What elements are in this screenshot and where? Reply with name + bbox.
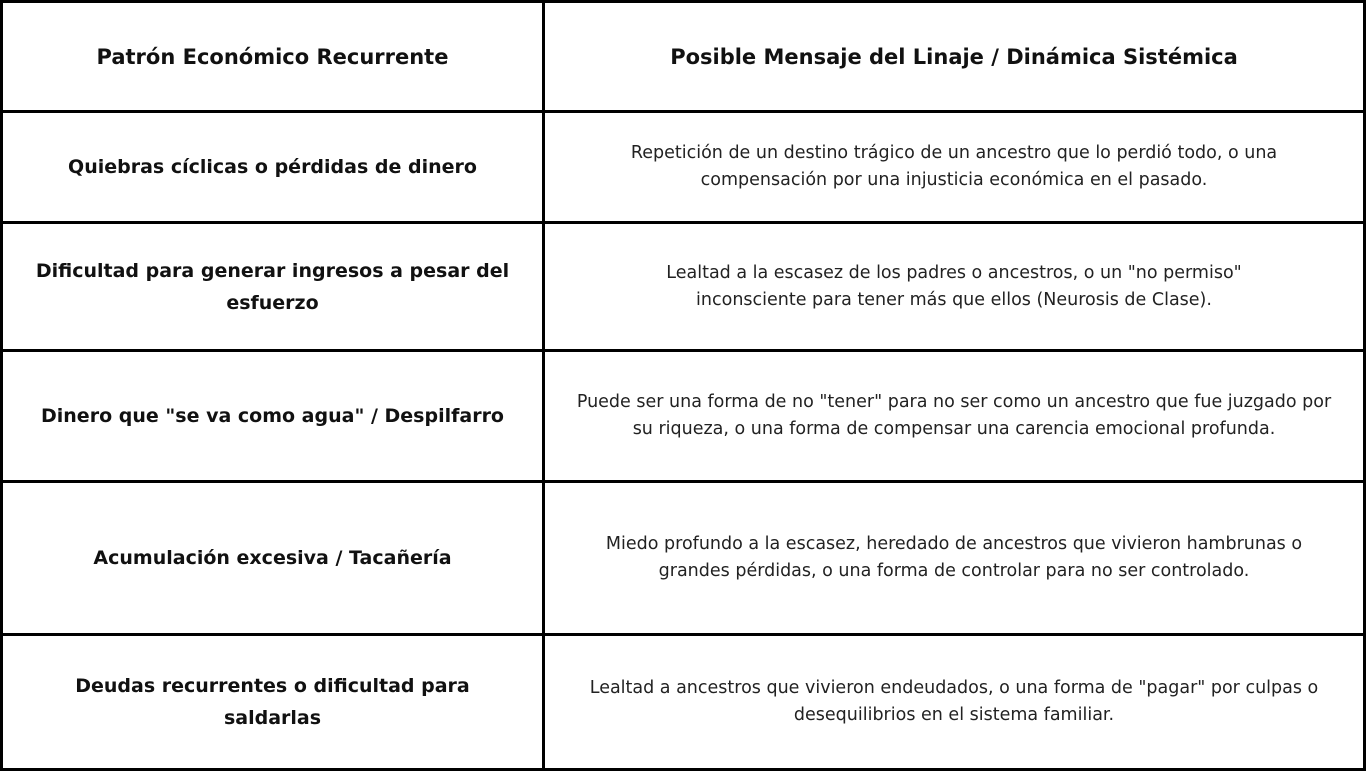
message-cell: Repetición de un destino trágico de un a… xyxy=(542,110,1366,224)
header-pattern: Patrón Económico Recurrente xyxy=(0,0,545,113)
pattern-cell: Acumulación excesiva / Tacañería xyxy=(0,480,545,636)
header-row: Patrón Económico Recurrente Posible Mens… xyxy=(0,0,1366,113)
message-cell: Lealtad a la escasez de los padres o anc… xyxy=(542,221,1366,352)
message-cell: Puede ser una forma de no "tener" para n… xyxy=(542,349,1366,483)
table-row: Dificultad para generar ingresos a pesar… xyxy=(0,221,1366,352)
message-cell: Lealtad a ancestros que vivieron endeuda… xyxy=(542,633,1366,771)
table-row: Dinero que "se va como agua" / Despilfar… xyxy=(0,349,1366,483)
header-message: Posible Mensaje del Linaje / Dinámica Si… xyxy=(542,0,1366,113)
table-row: Deudas recurrentes o dificultad para sal… xyxy=(0,633,1366,771)
table-row: Acumulación excesiva / Tacañería Miedo p… xyxy=(0,480,1366,636)
pattern-cell: Deudas recurrentes o dificultad para sal… xyxy=(0,633,545,771)
pattern-cell: Dificultad para generar ingresos a pesar… xyxy=(0,221,545,352)
pattern-cell: Quiebras cíclicas o pérdidas de dinero xyxy=(0,110,545,224)
table-row: Quiebras cíclicas o pérdidas de dinero R… xyxy=(0,110,1366,224)
message-cell: Miedo profundo a la escasez, heredado de… xyxy=(542,480,1366,636)
pattern-cell: Dinero que "se va como agua" / Despilfar… xyxy=(0,349,545,483)
